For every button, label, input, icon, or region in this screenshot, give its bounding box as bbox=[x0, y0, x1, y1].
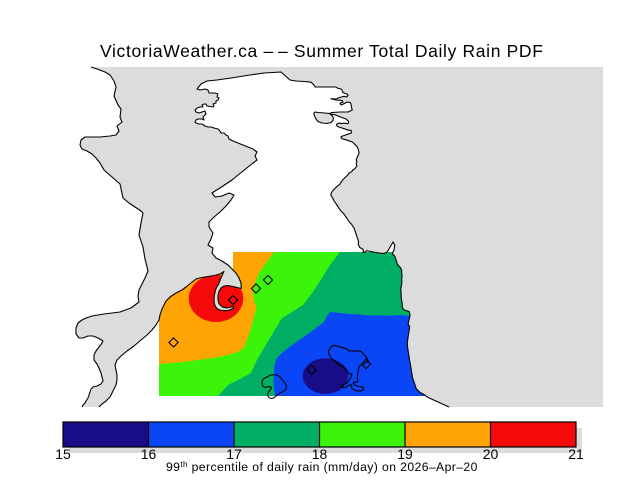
svg-text:99th percentile of daily rain: 99th percentile of daily rain (mm/day) o… bbox=[166, 460, 478, 474]
svg-text:19: 19 bbox=[397, 446, 413, 462]
svg-text:15: 15 bbox=[55, 446, 71, 462]
svg-text:20: 20 bbox=[483, 446, 499, 462]
svg-text:VictoriaWeather.ca – – Summer: VictoriaWeather.ca – – Summer Total Dail… bbox=[100, 41, 544, 61]
svg-text:17: 17 bbox=[226, 446, 242, 462]
svg-text:21: 21 bbox=[568, 446, 584, 462]
svg-text:18: 18 bbox=[312, 446, 328, 462]
svg-text:16: 16 bbox=[141, 446, 157, 462]
